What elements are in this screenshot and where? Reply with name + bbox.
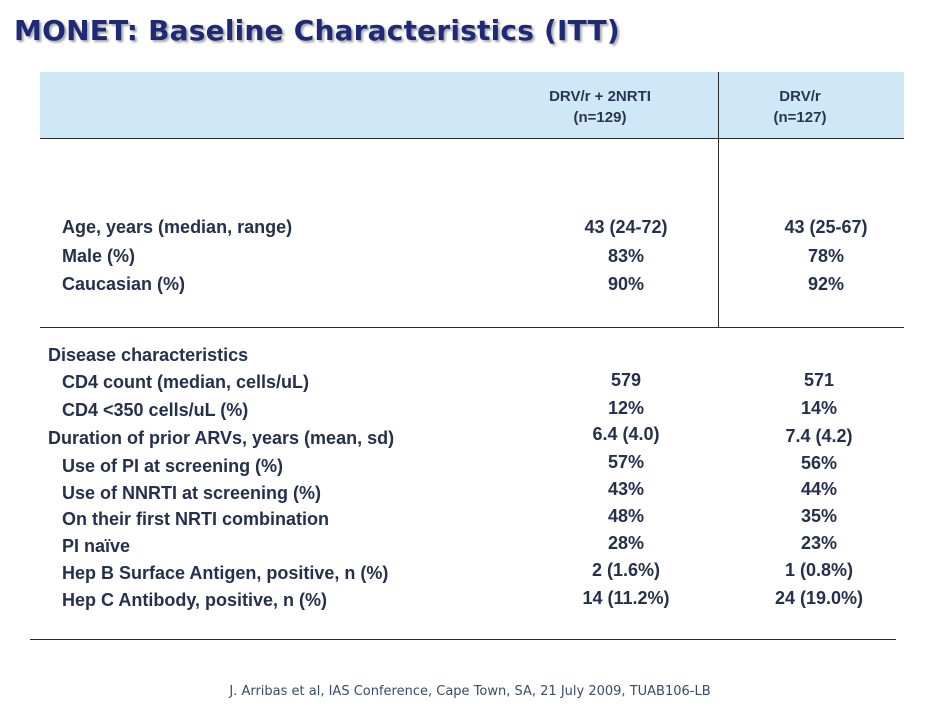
cell-hep-c-arm1: 14 (11.2%)	[582, 588, 670, 608]
cell-cd4-count-arm2: 571	[803, 370, 835, 390]
row-label-age: Age, years (median, range)	[62, 217, 293, 237]
cell-age-arm1: 43 (24-72)	[584, 217, 668, 237]
cell-male-arm2: 78%	[807, 246, 845, 266]
column-divider	[718, 72, 719, 328]
row-label-pi-use: Use of PI at screening (%)	[62, 456, 284, 476]
section-divider-rule	[40, 327, 904, 328]
slide-title: MONET: Baseline Characteristics (ITT)	[14, 14, 620, 47]
disease-section-heading: Disease characteristics	[48, 345, 249, 365]
cell-cd4-below-350-arm1: 12%	[607, 398, 645, 418]
column-header-name: DRV/r	[779, 88, 821, 105]
column-header-name: DRV/r + 2NRTI	[549, 88, 651, 105]
column-header-drv-2nrti: DRV/r + 2NRTI (n=129)	[500, 86, 700, 128]
column-header-n: (n=127)	[773, 109, 827, 126]
cell-hep-c-arm2: 24 (19.0%)	[774, 588, 864, 608]
cell-pi-naive-arm1: 28%	[607, 533, 645, 553]
table-header-band	[40, 72, 904, 138]
cell-hep-b-arm1: 2 (1.6%)	[591, 560, 661, 580]
cell-arv-duration-arm1: 6.4 (4.0)	[592, 424, 660, 444]
cell-first-nrti-arm2: 35%	[800, 506, 838, 526]
row-label-caucasian: Caucasian (%)	[62, 274, 186, 294]
citation-footer: J. Arribas et al, IAS Conference, Cape T…	[229, 684, 711, 699]
row-label-nnrti-use: Use of NNRTI at screening (%)	[62, 483, 322, 503]
cell-hep-b-arm2: 1 (0.8%)	[784, 560, 854, 580]
cell-pi-use-arm1: 57%	[607, 452, 645, 472]
cell-pi-naive-arm2: 23%	[800, 533, 838, 553]
row-label-pi-naive: PI naïve	[62, 536, 131, 556]
table-bottom-rule	[30, 639, 896, 640]
cell-caucasian-arm1: 90%	[607, 274, 645, 294]
column-header-n: (n=129)	[573, 109, 627, 126]
row-label-arv-duration: Duration of prior ARVs, years (mean, sd)	[48, 428, 395, 448]
cell-arv-duration-arm2: 7.4 (4.2)	[785, 426, 853, 446]
row-label-hep-c: Hep C Antibody, positive, n (%)	[62, 590, 327, 610]
row-label-cd4-count: CD4 count (median, cells/uL)	[62, 372, 310, 392]
row-label-male: Male (%)	[62, 246, 136, 266]
header-bottom-rule	[40, 138, 904, 139]
cell-male-arm1: 83%	[607, 246, 645, 266]
cell-age-arm2: 43 (25-67)	[784, 217, 868, 237]
cell-caucasian-arm2: 92%	[807, 274, 845, 294]
column-header-drv-mono: DRV/r (n=127)	[700, 86, 900, 128]
cell-pi-use-arm2: 56%	[800, 453, 838, 473]
row-label-first-nrti: On their first NRTI combination	[62, 509, 330, 529]
cell-nnrti-use-arm2: 44%	[800, 479, 838, 499]
cell-cd4-count-arm1: 579	[610, 370, 642, 390]
cell-nnrti-use-arm1: 43%	[607, 479, 645, 499]
row-label-cd4-below-350: CD4 <350 cells/uL (%)	[62, 400, 249, 420]
cell-cd4-below-350-arm2: 14%	[800, 398, 838, 418]
cell-first-nrti-arm1: 48%	[607, 506, 645, 526]
row-label-hep-b: Hep B Surface Antigen, positive, n (%)	[62, 563, 389, 583]
